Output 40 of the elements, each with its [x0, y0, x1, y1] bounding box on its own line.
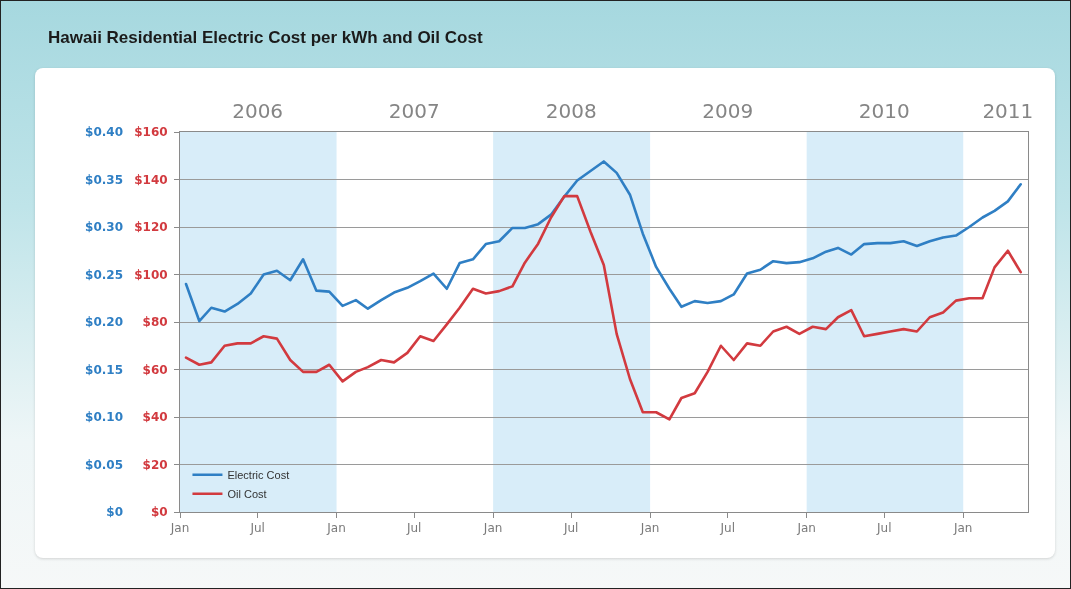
line-series: [184, 194, 1023, 421]
y2-tick-label: $160: [134, 125, 168, 140]
y-tick-label: $0.25: [85, 267, 123, 282]
y2-tick-label: $100: [134, 267, 168, 282]
x2-tick-label: 2008: [545, 99, 597, 123]
y-tick-label: $0.05: [85, 457, 123, 472]
y-tick-label: $0: [106, 505, 123, 520]
x-tick-label: Jul: [876, 521, 892, 536]
y2-tick-label: $80: [142, 315, 168, 330]
y-tick-label: $0.40: [85, 125, 123, 140]
legend-label: Oil Cost: [227, 487, 267, 500]
y2-tick-label: $0: [150, 505, 168, 520]
x-tick-label: Jul: [405, 521, 422, 536]
legend-label: Electric Cost: [227, 468, 290, 481]
y-tick-label: $0.35: [85, 172, 123, 187]
x2-tick-label: 2007: [388, 99, 440, 123]
x-tick-label: Jan: [326, 521, 346, 536]
x-tick-label: Jan: [796, 521, 816, 536]
line-series: [184, 160, 1023, 323]
y2-tick-label: $40: [142, 410, 168, 425]
y-tick-label: $0.20: [85, 315, 123, 330]
x2-tick-label: 2006: [232, 99, 284, 123]
x-tick-label: Jul: [719, 521, 735, 536]
x-tick-label: Jul: [562, 521, 579, 536]
chart-title: Hawaii Residential Electric Cost per kWh and Oil Cost: [48, 28, 483, 48]
y2-tick-label: $120: [134, 220, 168, 235]
x-tick-label: Jan: [639, 521, 660, 536]
y2-tick-label: $20: [142, 457, 168, 472]
x-tick-label: Jan: [482, 521, 503, 536]
x-tick-label: Jan: [952, 521, 973, 536]
y2-tick-label: $140: [134, 172, 168, 187]
x2-tick-label: 2010: [858, 99, 910, 123]
x2-tick-label: 2011: [982, 99, 1034, 123]
y-tick-label: $0.15: [85, 362, 123, 377]
y-tick-label: $0.30: [85, 220, 123, 235]
x-tick-label: Jul: [249, 521, 265, 536]
x-tick-label: Jan: [169, 521, 190, 536]
y-tick-label: $0.10: [85, 410, 123, 425]
x2-tick-label: 2009: [702, 99, 754, 123]
y2-tick-label: $60: [142, 362, 168, 377]
